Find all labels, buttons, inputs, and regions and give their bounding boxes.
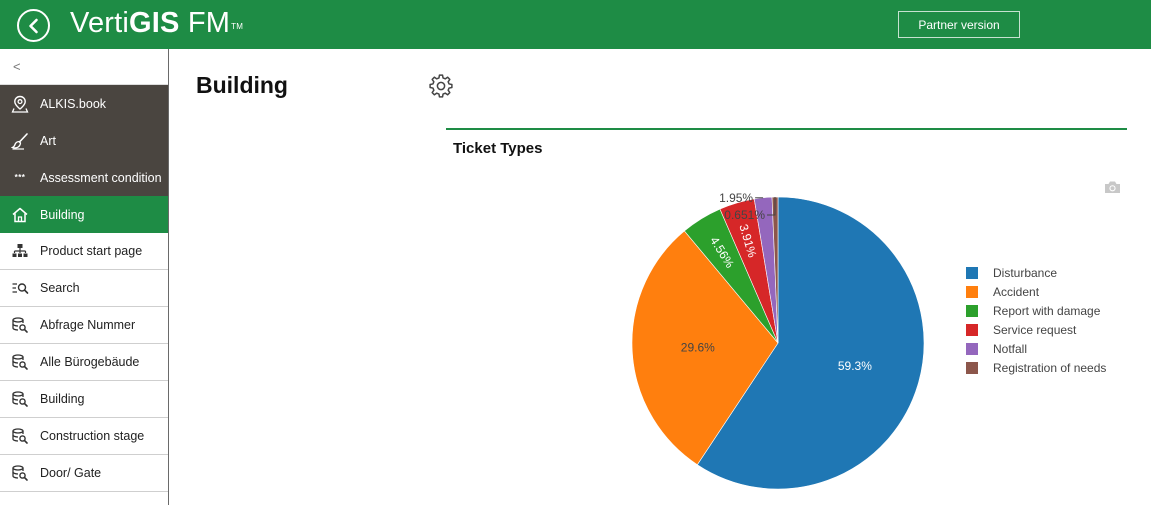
camera-icon[interactable] [1104,180,1121,194]
stars-icon: *** [14,173,26,182]
database-search-icon [12,428,28,444]
legend-item-report-with-damage[interactable]: Report with damage [966,304,1101,318]
slice-label-registration-of-needs: 0.651% [724,208,765,222]
back-button[interactable] [17,9,50,42]
sidebar-item-product-start-page[interactable]: Product start page [0,233,168,270]
slice-leader-registration-of-needs [767,197,776,216]
sidebar-item-assessment-condition[interactable]: *** Assessment condition [0,159,168,196]
sidebar-item-label: Building [40,207,85,222]
legend-label: Registration of needs [993,361,1106,375]
chevron-left-icon [28,18,38,33]
sidebar-item-label: Alle Bürogebäude [40,355,140,369]
sidebar-item-abfrage-nummer[interactable]: Abfrage Nummer [0,307,168,344]
search-list-icon [12,283,29,294]
home-icon [12,207,28,222]
legend-label: Service request [993,323,1077,337]
database-search-icon [12,391,28,407]
legend-swatch [966,343,978,355]
legend-swatch [966,305,978,317]
legend-label: Accident [993,285,1040,299]
legend-label: Disturbance [993,266,1057,280]
legend-item-accident[interactable]: Accident [966,285,1040,299]
database-search-icon [12,465,28,481]
page-title: Building [196,72,288,98]
sidebar-item-label: Search [40,281,80,295]
ticket-types-pie-chart: 59.3%29.6%4.56% 3.91%1.95%0.651% Disturba… [631,191,1106,490]
sidebar: < ALKIS.book Art *** Assessment conditio… [0,49,169,505]
slice-label-disturbance: 59.3% [838,359,872,373]
sidebar-item-building[interactable]: Building [0,196,168,233]
legend-item-disturbance[interactable]: Disturbance [966,266,1057,280]
sidebar-item-label: Product start page [40,244,143,258]
sidebar-item-construction-stage[interactable]: Construction stage [0,418,168,455]
legend-swatch [966,362,978,374]
sidebar-item-search[interactable]: Search [0,270,168,307]
app-logo: VertiGIS FMTM [70,7,244,39]
legend-swatch [966,286,978,298]
sidebar-item-label: Abfrage Nummer [40,318,136,332]
sidebar-item-alle-burogebaude[interactable]: Alle Bürogebäude [0,344,168,381]
legend-item-service-request[interactable]: Service request [966,323,1077,337]
slice-label-accident: 29.6% [681,340,715,354]
sidebar-item-label: ALKIS.book [40,96,107,111]
sidebar-item-art[interactable]: Art [0,122,168,159]
sidebar-item-label: Construction stage [40,429,145,443]
panel-divider [446,128,1127,130]
chart-title: Ticket Types [453,140,543,157]
sidebar-item-building-query[interactable]: Building [0,381,168,418]
sidebar-collapse-button[interactable]: < [0,49,168,85]
sitemap-icon [12,244,28,257]
sidebar-item-label: Building [40,392,85,406]
main-content: Building Ticket Types 59.3% 29.6% 4.56% 3.9… [170,49,1151,505]
legend-label: Report with damage [993,304,1101,318]
pie-slice-disturbance[interactable] [696,196,925,490]
sidebar-item-label: Art [40,133,56,148]
map-pin-icon [11,95,29,113]
sidebar-item-door-gate[interactable]: Door/ Gate [0,455,168,492]
top-bar: VertiGIS FMTM Partner version [0,0,1151,49]
legend-swatch [966,324,978,336]
slice-label-notfall: 1.95% [719,191,753,205]
legend-swatch [966,267,978,279]
sidebar-item-label: Door/ Gate [40,466,102,480]
brush-icon [11,132,28,150]
sidebar-item-alkis-book[interactable]: ALKIS.book [0,85,168,122]
legend-item-registration-of-needs[interactable]: Registration of needs [966,361,1106,375]
partner-version-button[interactable]: Partner version [898,11,1020,38]
database-search-icon [12,354,28,370]
legend-label: Notfall [993,342,1027,356]
gear-icon[interactable] [428,73,454,99]
database-search-icon [12,317,28,333]
pie-slice-accident[interactable] [631,230,779,466]
sidebar-item-label: Assessment condition [40,170,162,185]
legend-item-notfall[interactable]: Notfall [966,342,1027,356]
